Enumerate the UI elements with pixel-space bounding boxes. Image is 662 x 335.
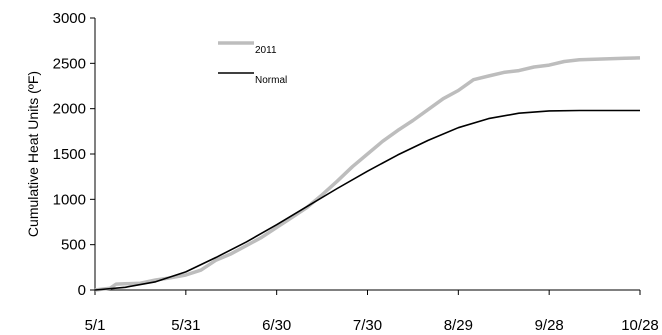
y-tick-label: 1000 [53,191,86,208]
x-tick-label: 7/30 [353,317,382,334]
y-axis-ticks: 0 500 1000 1500 2000 2500 3000 [53,10,95,299]
x-tick-label: 10/28 [621,317,659,334]
series-line-normal [94,109,640,291]
y-tick-label: 0 [78,282,86,299]
y-tick-label: 500 [61,237,86,254]
legend: 2011 Normal [218,41,287,86]
series-lines [94,56,641,292]
legend-label-2011: 2011 [255,45,277,56]
x-tick-label: 6/30 [262,317,291,334]
x-tick-label: 5/31 [171,317,200,334]
series-line-2011 [94,56,641,292]
y-axis-label: Cumulative Heat Units (ºF) [25,71,41,237]
legend-label-normal: Normal [255,75,287,86]
x-tick-label: 9/28 [535,317,564,334]
y-tick-label: 3000 [53,10,86,27]
y-tick-label: 1500 [53,146,86,163]
x-tick-label: 8/29 [444,317,473,334]
y-tick-label: 2500 [53,55,86,72]
y-tick-label: 2000 [53,101,86,118]
x-tick-label: 5/1 [85,317,106,334]
x-axis-ticks: 5/1 5/31 6/30 7/30 8/29 9/28 10/28 [85,290,659,334]
